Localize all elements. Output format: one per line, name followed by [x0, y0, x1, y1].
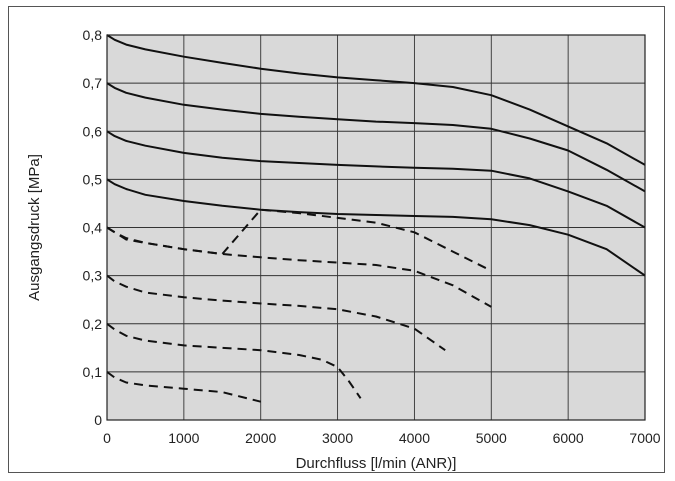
y-tick-label-6: 0,6 — [83, 123, 103, 139]
y-tick-label-2: 0,2 — [83, 316, 103, 332]
x-tick-label-3: 3000 — [322, 430, 353, 446]
x-tick-label-0: 0 — [103, 430, 111, 446]
y-tick-label-5: 0,5 — [83, 171, 103, 187]
y-tick-label-7: 0,7 — [83, 75, 103, 91]
dashed-curve-5 — [106, 208, 492, 272]
y-tick-label-0: 0 — [94, 412, 102, 428]
x-tick-label-7: 7000 — [629, 430, 660, 446]
y-tick-label-1: 0,1 — [83, 364, 103, 380]
solid-curve-2 — [106, 82, 646, 193]
solid-curve-4 — [106, 178, 646, 277]
chart-frame: 0 1000 2000 3000 4000 5000 6000 7000 0 0,1 0,2 0,3 0… — [8, 6, 665, 473]
pressure-flow-chart: 0 1000 2000 3000 4000 5000 6000 7000 0 0,1 0,2 0,3 0… — [26, 27, 661, 472]
x-tick-label-5: 5000 — [476, 430, 507, 446]
x-tick-label-6: 6000 — [553, 430, 584, 446]
x-axis-title: Durchfluss [l/min (ANR)] — [296, 455, 457, 472]
plot-border — [106, 34, 646, 421]
y-tick-label-8: 0,8 — [83, 27, 103, 43]
y-tick-label-4: 0,4 — [83, 220, 103, 236]
y-tick-label-3: 0,3 — [83, 268, 103, 284]
x-tick-label-4: 4000 — [399, 430, 430, 446]
y-axis-title: Ausgangsdruck [MPa] — [26, 154, 43, 301]
dashed-curve-7 — [106, 274, 446, 352]
dashed-curve-8 — [106, 322, 362, 399]
x-tick-label-1: 1000 — [168, 430, 199, 446]
dashed-curve-6 — [106, 226, 492, 308]
solid-curve-1 — [106, 34, 646, 166]
solid-curve-3 — [106, 130, 646, 229]
x-tick-label-2: 2000 — [245, 430, 276, 446]
